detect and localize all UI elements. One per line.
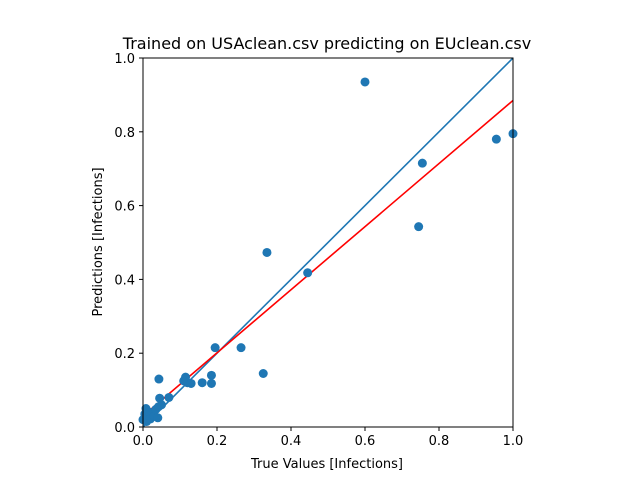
x-tick-label-5: 0.8 — [429, 434, 450, 449]
data-point-31 — [491, 134, 501, 144]
x-axis-label: True Values [Infections] — [250, 457, 403, 472]
plot-area: 0.0 0.2 0.4 0.6 0.8 1.0 0.0 0.2 0.4 0.6 0.8 1.0 — [114, 52, 523, 449]
plot-frame — [142, 57, 514, 428]
series-line-2 — [143, 99, 513, 417]
data-point-19 — [186, 378, 196, 388]
y-tick-label-2: 0.2 — [114, 347, 135, 362]
data-point-28 — [360, 77, 370, 87]
chart-title: Trained on USAclean.csv predicting on EU… — [122, 34, 531, 53]
x-tick-label-6: 1.0 — [503, 434, 524, 449]
data-point-20 — [197, 378, 207, 388]
x-tick-label-3: 0.4 — [281, 434, 302, 449]
y-tick-label-1: 0.0 — [114, 421, 135, 436]
y-axis-label: Predictions [Infections] — [91, 167, 106, 316]
data-point-29 — [414, 222, 424, 232]
y-tick-label-3: 0.4 — [114, 273, 135, 288]
x-tick-label-2: 0.2 — [207, 434, 228, 449]
data-point-12 — [154, 374, 164, 384]
data-point-26 — [262, 247, 272, 257]
data-point-14 — [157, 400, 166, 410]
data-point-23 — [210, 343, 220, 353]
data-point-22 — [206, 378, 216, 388]
data-point-30 — [417, 158, 427, 168]
x-tick-label-1: 0.0 — [133, 434, 154, 449]
x-tick-label-4: 0.6 — [355, 434, 376, 449]
y-tick-label-5: 0.8 — [114, 126, 135, 141]
data-point-24 — [236, 343, 246, 353]
data-point-10 — [153, 413, 163, 423]
data-point-25 — [258, 368, 268, 378]
series-line-1 — [143, 58, 513, 427]
y-tick-label-4: 0.6 — [114, 200, 135, 215]
y-tick-label-6: 1.0 — [114, 52, 135, 67]
data-point-27 — [303, 268, 313, 278]
data-point-15 — [164, 392, 174, 402]
data-point-21 — [206, 370, 216, 380]
